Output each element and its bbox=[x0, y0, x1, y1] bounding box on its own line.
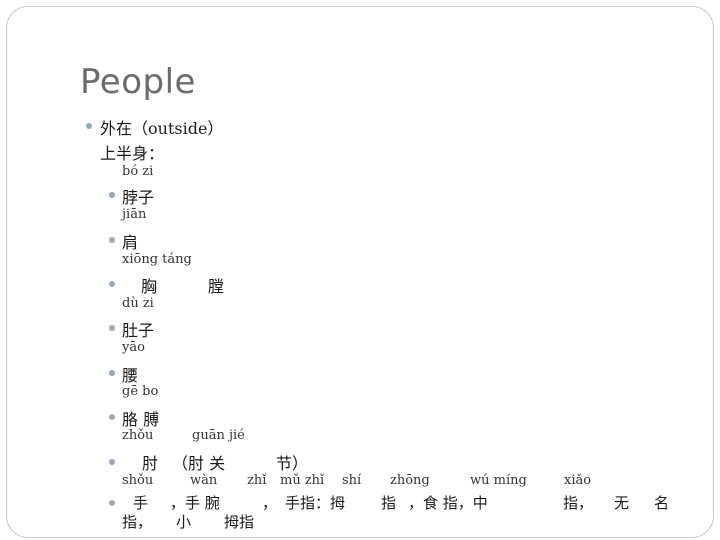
bullet-marker bbox=[109, 370, 115, 376]
pinyin-label: wàn bbox=[190, 473, 218, 488]
hanzi-term: 胸 bbox=[141, 277, 158, 296]
hanzi-term: 拇指 bbox=[224, 513, 255, 531]
pinyin-label: xiōng táng bbox=[122, 252, 192, 267]
hanzi-term: 小 bbox=[176, 513, 192, 531]
bullet-marker bbox=[109, 500, 115, 506]
bullet-marker bbox=[109, 192, 115, 198]
bullet-marker bbox=[109, 325, 115, 331]
pinyin-label: shí bbox=[342, 473, 362, 488]
pinyin-label: zhōng bbox=[390, 473, 430, 488]
subsection-heading: 上半身： bbox=[100, 144, 165, 163]
pinyin-label: bó zi bbox=[122, 164, 154, 179]
bullet-marker bbox=[109, 459, 115, 465]
pinyin-label: guān jié bbox=[192, 428, 245, 443]
section-heading: 外在（outside） bbox=[100, 119, 224, 138]
pinyin-label: zhǒu bbox=[122, 428, 154, 443]
hanzi-term: 指 bbox=[381, 494, 397, 512]
bullet-marker bbox=[109, 237, 115, 243]
hanzi-term: ， bbox=[262, 494, 278, 512]
hanzi-term: 肚子 bbox=[122, 321, 155, 340]
pinyin-label: mǔ zhǐ bbox=[280, 473, 325, 488]
pinyin-label: shǒu bbox=[122, 473, 154, 488]
hanzi-term: 指， bbox=[122, 513, 153, 531]
hanzi-term: 手 bbox=[133, 494, 149, 512]
hanzi-term: 腰 bbox=[122, 366, 139, 385]
hanzi-term: 节） bbox=[276, 454, 309, 473]
hanzi-term: 手指：拇 bbox=[285, 494, 346, 512]
pinyin-label: jiān bbox=[122, 207, 147, 222]
pinyin-label: xiǎo bbox=[564, 473, 592, 488]
hanzi-term: （肘 关 bbox=[172, 454, 226, 473]
slide-title: People bbox=[80, 62, 196, 102]
pinyin-label: zhǐ bbox=[247, 473, 267, 488]
hanzi-term: 胳 膊 bbox=[122, 410, 160, 429]
pinyin-label: wú míng bbox=[470, 473, 527, 488]
hanzi-term: 名 bbox=[654, 494, 670, 512]
hanzi-term: ，食 指，中 bbox=[408, 494, 488, 512]
hanzi-term: 指， bbox=[563, 494, 594, 512]
pinyin-label: dù zi bbox=[122, 296, 154, 311]
hanzi-term: 无 bbox=[614, 494, 630, 512]
bullet-marker bbox=[109, 414, 115, 420]
hanzi-term: 肘 bbox=[142, 454, 159, 473]
hanzi-term: 肩 bbox=[122, 233, 139, 252]
slide-frame bbox=[6, 6, 714, 538]
hanzi-term: 膛 bbox=[208, 277, 225, 296]
hanzi-term: 脖子 bbox=[122, 188, 155, 207]
bullet-marker bbox=[109, 281, 115, 287]
pinyin-label: yāo bbox=[122, 340, 145, 355]
pinyin-label: gē bo bbox=[122, 384, 159, 399]
hanzi-term: ，手 腕 bbox=[170, 494, 220, 512]
bullet-marker bbox=[86, 123, 92, 129]
